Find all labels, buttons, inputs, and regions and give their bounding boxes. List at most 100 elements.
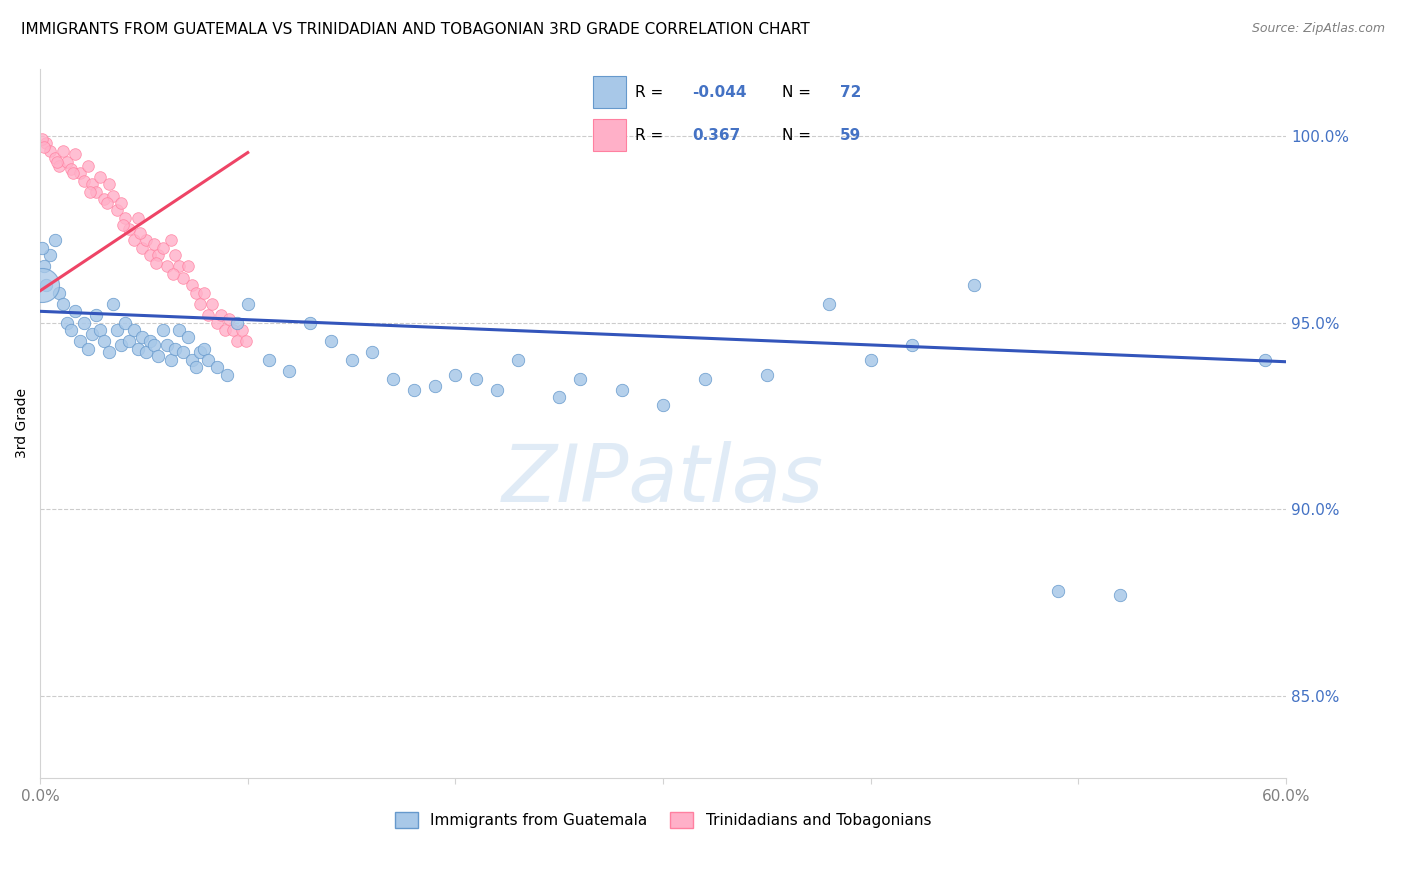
Point bbox=[184, 285, 207, 300]
Point bbox=[465, 371, 488, 385]
Point bbox=[52, 297, 75, 311]
Point bbox=[39, 144, 62, 158]
Point bbox=[209, 308, 232, 322]
Point bbox=[105, 203, 128, 218]
Point bbox=[32, 140, 55, 154]
Point bbox=[148, 349, 170, 363]
Point bbox=[110, 196, 132, 211]
Text: Source: ZipAtlas.com: Source: ZipAtlas.com bbox=[1251, 22, 1385, 36]
Point bbox=[278, 364, 301, 378]
Point bbox=[148, 248, 170, 262]
Point bbox=[52, 144, 75, 158]
Point bbox=[444, 368, 467, 382]
Point bbox=[93, 334, 115, 349]
Point bbox=[197, 308, 219, 322]
Point bbox=[548, 390, 571, 404]
Point bbox=[93, 192, 115, 206]
Point bbox=[188, 345, 211, 359]
Point bbox=[167, 260, 190, 274]
Point bbox=[165, 248, 187, 262]
Point bbox=[76, 159, 98, 173]
Point bbox=[226, 316, 249, 330]
Point bbox=[110, 338, 132, 352]
Point bbox=[180, 278, 202, 293]
Text: IMMIGRANTS FROM GUATEMALA VS TRINIDADIAN AND TOBAGONIAN 3RD GRADE CORRELATION CH: IMMIGRANTS FROM GUATEMALA VS TRINIDADIAN… bbox=[21, 22, 810, 37]
Point bbox=[62, 166, 84, 180]
Point bbox=[193, 342, 215, 356]
Point bbox=[56, 316, 79, 330]
Point bbox=[139, 248, 162, 262]
Bar bbox=[593, 77, 627, 108]
Point bbox=[299, 316, 322, 330]
Point bbox=[89, 323, 111, 337]
Point bbox=[44, 233, 66, 247]
Point bbox=[112, 219, 135, 233]
Point bbox=[122, 233, 145, 247]
Point bbox=[73, 316, 96, 330]
Point bbox=[143, 237, 166, 252]
Point bbox=[65, 304, 87, 318]
Point bbox=[145, 256, 167, 270]
Text: -0.044: -0.044 bbox=[693, 85, 747, 100]
Point bbox=[101, 188, 124, 202]
Point bbox=[859, 352, 882, 367]
Point bbox=[35, 278, 58, 293]
Text: N =: N = bbox=[782, 128, 815, 143]
Point bbox=[118, 334, 141, 349]
Point bbox=[172, 345, 194, 359]
Point bbox=[73, 173, 96, 187]
Point bbox=[135, 233, 157, 247]
Point bbox=[165, 342, 187, 356]
Point bbox=[963, 278, 986, 293]
Point bbox=[118, 222, 141, 236]
Point bbox=[139, 334, 162, 349]
Point bbox=[79, 185, 101, 199]
Point bbox=[222, 323, 245, 337]
Point bbox=[135, 345, 157, 359]
Bar bbox=[593, 120, 627, 152]
Point bbox=[382, 371, 405, 385]
Point bbox=[201, 297, 224, 311]
Point bbox=[48, 285, 70, 300]
Point bbox=[45, 155, 67, 169]
Point bbox=[96, 196, 118, 211]
Point bbox=[60, 323, 83, 337]
Point bbox=[128, 226, 150, 240]
Point bbox=[156, 260, 179, 274]
Point bbox=[35, 136, 58, 151]
Text: R =: R = bbox=[634, 85, 668, 100]
Legend: Immigrants from Guatemala, Trinidadians and Tobagonians: Immigrants from Guatemala, Trinidadians … bbox=[389, 806, 938, 834]
Point bbox=[80, 326, 103, 341]
Point bbox=[218, 311, 240, 326]
Point bbox=[76, 342, 98, 356]
Point bbox=[215, 368, 238, 382]
Point bbox=[235, 334, 257, 349]
Point bbox=[97, 345, 120, 359]
Point bbox=[818, 297, 841, 311]
Point bbox=[162, 267, 184, 281]
Point bbox=[156, 338, 179, 352]
Point bbox=[1254, 352, 1277, 367]
Point bbox=[152, 323, 174, 337]
Point bbox=[176, 260, 198, 274]
Point bbox=[340, 352, 363, 367]
Point bbox=[319, 334, 342, 349]
Point bbox=[205, 360, 228, 375]
Text: 72: 72 bbox=[839, 85, 860, 100]
Text: 59: 59 bbox=[839, 128, 860, 143]
Point bbox=[1046, 584, 1069, 599]
Point bbox=[610, 383, 633, 397]
Point bbox=[176, 330, 198, 344]
Point bbox=[184, 360, 207, 375]
Point bbox=[31, 241, 53, 255]
Point bbox=[89, 169, 111, 184]
Point bbox=[226, 334, 249, 349]
Point bbox=[31, 132, 53, 146]
Point bbox=[167, 323, 190, 337]
Point bbox=[101, 297, 124, 311]
Point bbox=[361, 345, 384, 359]
Point bbox=[423, 379, 446, 393]
Point bbox=[60, 162, 83, 177]
Point bbox=[84, 185, 107, 199]
Point bbox=[114, 316, 136, 330]
